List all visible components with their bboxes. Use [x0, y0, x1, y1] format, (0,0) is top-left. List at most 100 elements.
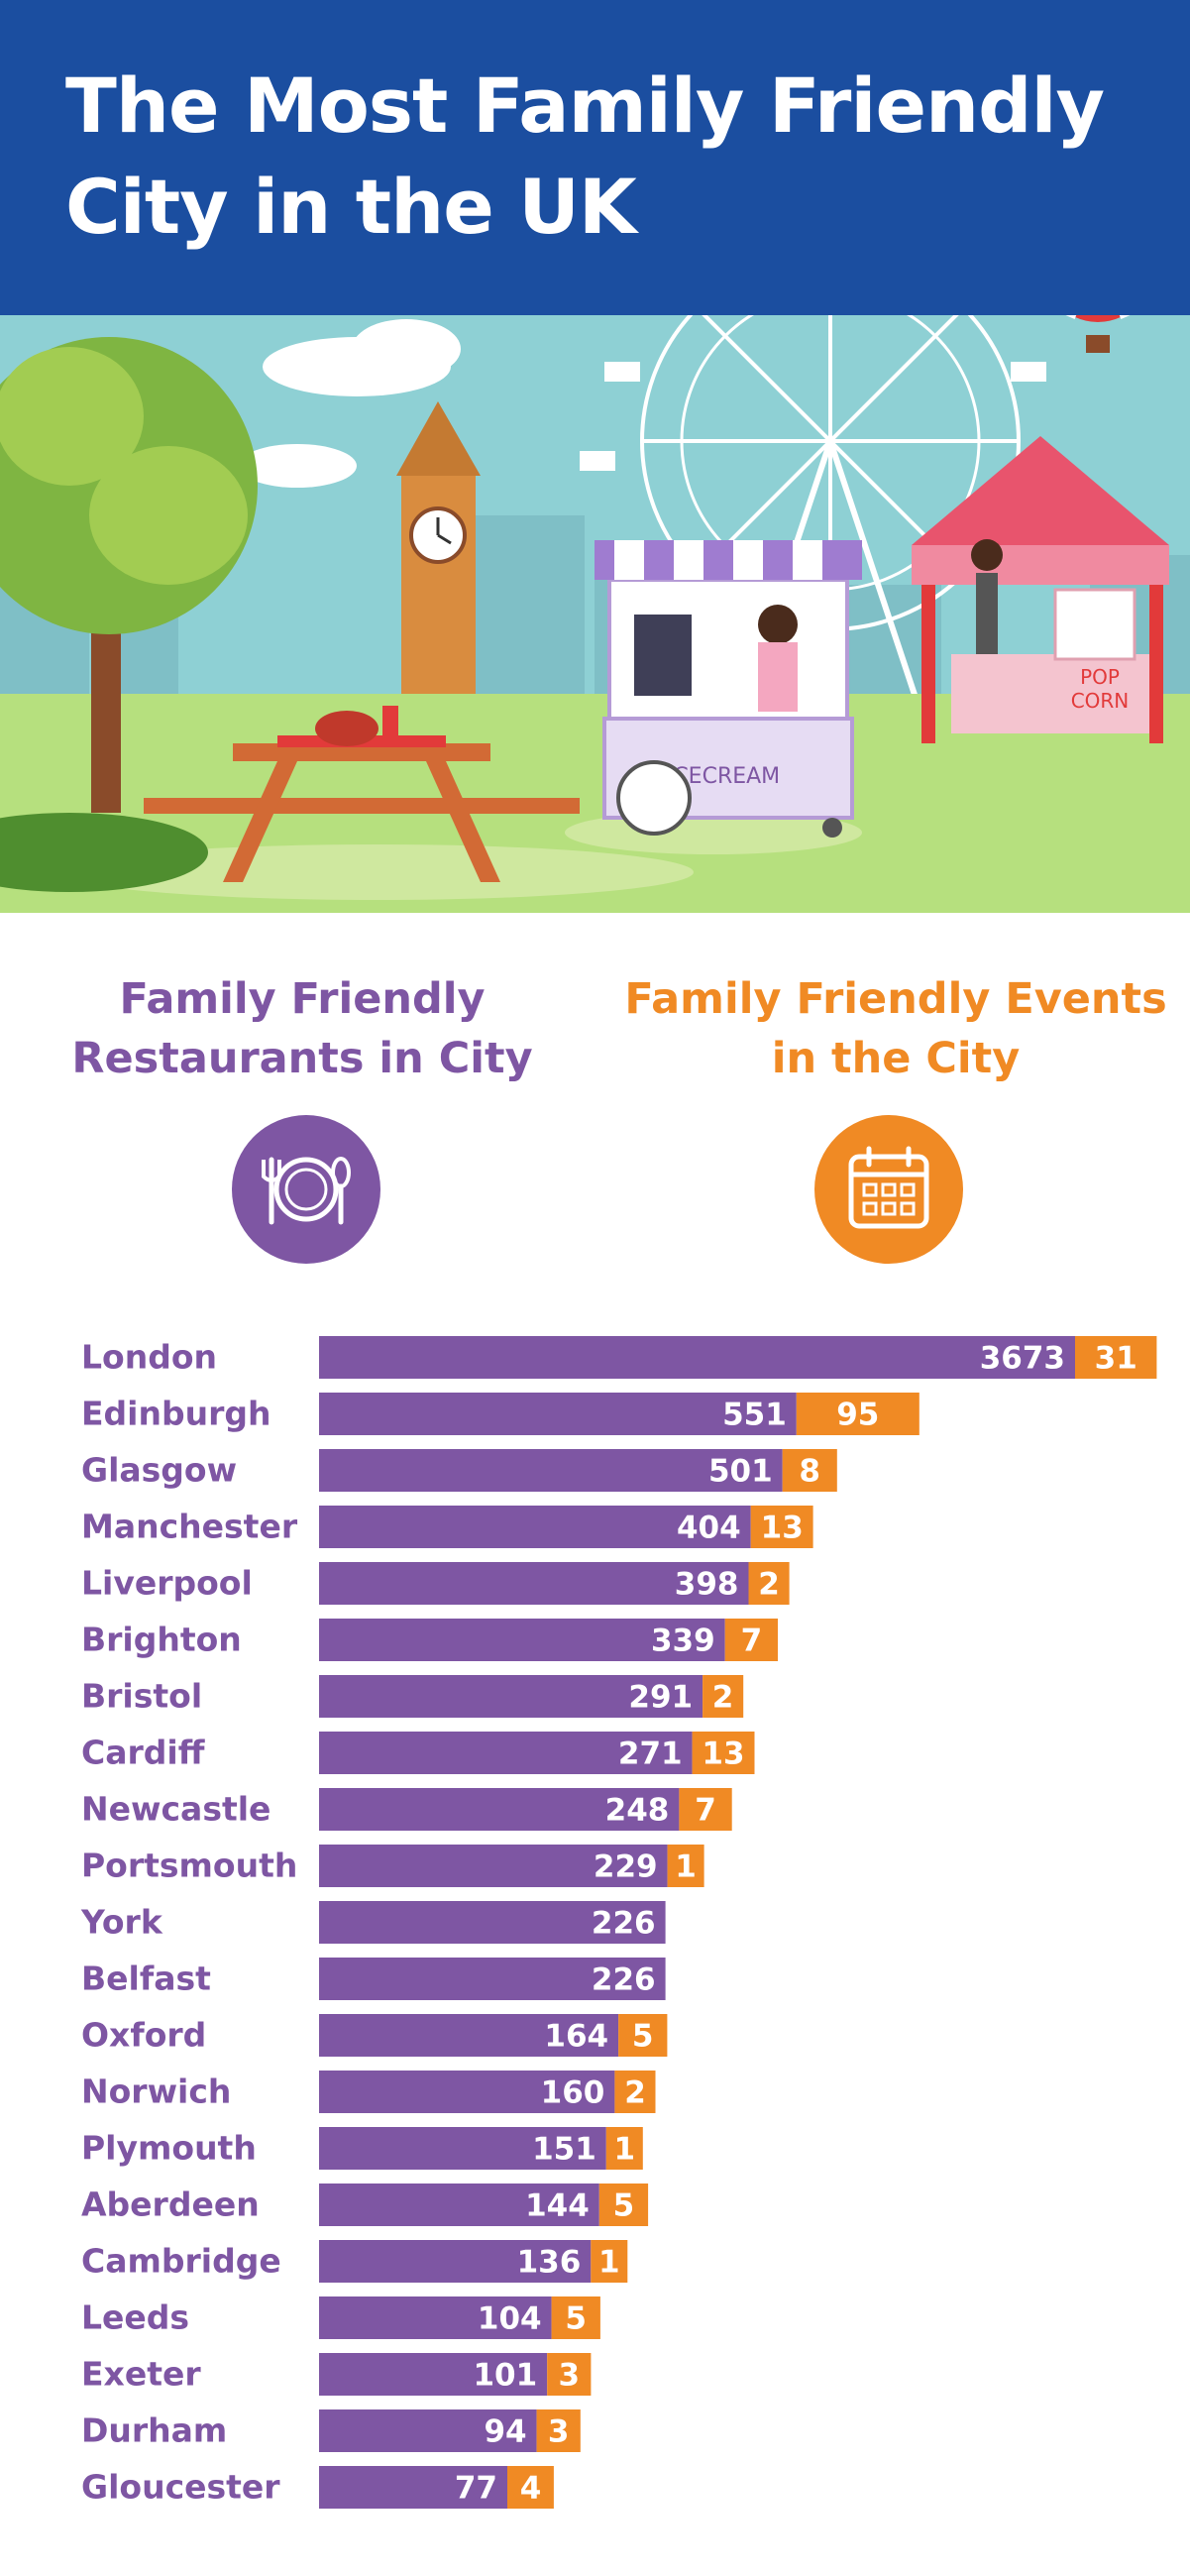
calendar-icon [814, 1115, 963, 1264]
events-value-label: 13 [761, 1511, 804, 1546]
restaurants-bar-liverpool [319, 1562, 749, 1605]
ferris-cabins [580, 362, 1046, 471]
restaurants-value-label: 551 [722, 1398, 787, 1433]
restaurants-bar-manchester [319, 1506, 751, 1548]
city-label-portsmouth: Portsmouth [81, 1847, 297, 1885]
restaurants-bar-leeds [319, 2296, 552, 2339]
restaurants-value-label: 248 [605, 1793, 670, 1829]
events-value-label: 0 [669, 1962, 691, 1998]
icecream-cart: ICECREAM [595, 540, 862, 838]
restaurants-bar-york [319, 1901, 666, 1944]
restaurants-bar-edinburgh [319, 1393, 797, 1435]
header-banner: The Most Family Friendly City in the UK [0, 0, 1190, 317]
clouds [238, 319, 461, 488]
restaurants-value-label: 144 [525, 2188, 590, 2224]
city-label-cambridge: Cambridge [81, 2242, 281, 2281]
events-bar-london [1075, 1336, 1157, 1379]
plate-fork-spoon-icon [232, 1115, 380, 1264]
restaurants-bar-norwich [319, 2071, 615, 2113]
restaurants-bar-london [319, 1336, 1075, 1379]
events-value-label: 0 [669, 1906, 691, 1942]
city-label-liverpool: Liverpool [81, 1564, 253, 1603]
restaurants-value-label: 3673 [980, 1341, 1065, 1377]
events-value-label: 31 [1095, 1341, 1137, 1377]
restaurants-bar-bristol [319, 1675, 703, 1718]
restaurants-bar-belfast [319, 1958, 666, 2000]
events-value-label: 8 [799, 1454, 820, 1490]
clock-tower [396, 401, 481, 714]
events-bar-aberdeen [598, 2184, 649, 2226]
events-bar-edinburgh [796, 1393, 920, 1435]
events-bar-exeter [547, 2353, 592, 2396]
restaurants-bar-cardiff [319, 1732, 693, 1774]
restaurants-bar-durham [319, 2409, 537, 2452]
events-bar-bristol [703, 1675, 744, 1718]
events-bar-leeds [551, 2296, 600, 2339]
events-value-label: 13 [702, 1736, 744, 1772]
restaurants-value-label: 160 [541, 2075, 605, 2111]
events-value-label: 1 [614, 2132, 636, 2168]
events-bar-cambridge [591, 2240, 628, 2283]
events-value-label: 4 [520, 2471, 542, 2507]
popcorn-stand: POP CORN [912, 436, 1169, 743]
restaurants-bar-oxford [319, 2014, 619, 2057]
restaurants-bar-newcastle [319, 1788, 680, 1831]
city-label-newcastle: Newcastle [81, 1790, 270, 1829]
city-label-exeter: Exeter [81, 2355, 201, 2394]
restaurants-bar-aberdeen [319, 2184, 599, 2226]
events-bar-manchester [750, 1506, 813, 1548]
page-title: The Most Family Friendly City in the UK [65, 61, 1105, 251]
events-bar-portsmouth [667, 1845, 704, 1887]
events-value-label: 2 [624, 2075, 646, 2111]
restaurants-value-label: 104 [478, 2301, 542, 2337]
events-bar-plymouth [605, 2127, 643, 2170]
city-label-oxford: Oxford [81, 2016, 206, 2055]
tree [0, 337, 258, 892]
events-value-label: 2 [758, 1567, 780, 1603]
restaurants-bar-exeter [319, 2353, 548, 2396]
restaurants-bar-portsmouth [319, 1845, 668, 1887]
city-label-gloucester: Gloucester [81, 2468, 280, 2507]
restaurants-heading: Family Friendly Restaurants in City [71, 974, 533, 1083]
restaurants-value-label: 77 [455, 2471, 497, 2507]
restaurants-value-label: 164 [544, 2019, 608, 2055]
events-bar-newcastle [679, 1788, 732, 1831]
events-value-label: 3 [559, 2358, 581, 2394]
city-label-leeds: Leeds [81, 2298, 189, 2337]
hot-air-balloon [1065, 315, 1131, 353]
restaurants-bar-glasgow [319, 1449, 783, 1492]
restaurants-value-label: 226 [592, 1962, 656, 1998]
events-value-label: 2 [712, 1680, 734, 1716]
restaurants-value-label: 136 [517, 2245, 582, 2281]
city-label-plymouth: Plymouth [81, 2129, 257, 2168]
popcorn-sign-line1: POP [1080, 665, 1120, 689]
city-label-belfast: Belfast [81, 1960, 211, 1998]
events-value-label: 95 [836, 1398, 879, 1433]
picnic-table [144, 706, 580, 882]
events-bar-gloucester [507, 2466, 554, 2509]
restaurants-value-label: 404 [677, 1511, 741, 1546]
restaurants-value-label: 398 [675, 1567, 739, 1603]
restaurants-value-label: 226 [592, 1906, 656, 1942]
events-bar-brighton [724, 1619, 778, 1661]
events-bar-glasgow [782, 1449, 837, 1492]
restaurants-value-label: 291 [628, 1680, 693, 1716]
restaurants-bar-brighton [319, 1619, 725, 1661]
city-label-manchester: Manchester [81, 1508, 298, 1546]
park-illustration: ICECREAM POP CORN [0, 315, 1190, 913]
city-label-london: London [81, 1338, 217, 1377]
events-value-label: 5 [613, 2188, 635, 2224]
restaurants-value-label: 151 [532, 2132, 596, 2168]
city-label-norwich: Norwich [81, 2072, 231, 2111]
events-value-label: 1 [598, 2245, 620, 2281]
events-value-label: 5 [565, 2301, 587, 2337]
restaurants-value-label: 94 [484, 2414, 526, 2450]
events-bar-oxford [618, 2014, 668, 2057]
events-bar-durham [536, 2409, 581, 2452]
popcorn-sign-line2: CORN [1071, 689, 1130, 713]
events-value-label: 7 [695, 1793, 716, 1829]
events-value-label: 5 [632, 2019, 654, 2055]
restaurants-value-label: 339 [651, 1624, 715, 1659]
events-value-label: 3 [548, 2414, 570, 2450]
